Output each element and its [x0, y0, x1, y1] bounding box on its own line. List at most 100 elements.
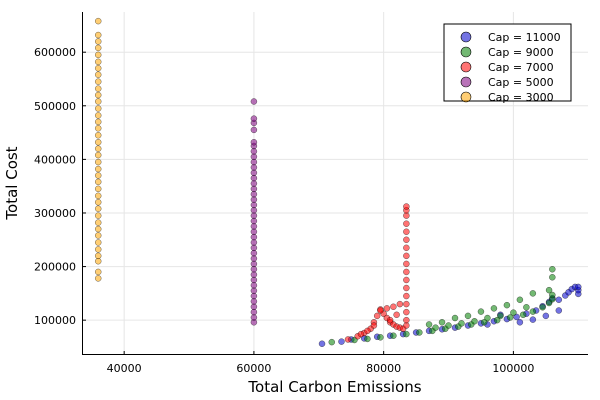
y-tick-label: 600000	[34, 46, 76, 59]
series-4	[250, 98, 258, 326]
scatter-point	[403, 322, 410, 329]
scatter-point	[432, 324, 439, 331]
scatter-point	[94, 219, 102, 226]
scatter-point	[386, 316, 394, 324]
scatter-point	[94, 172, 102, 179]
scatter-point	[403, 284, 410, 292]
scatter-point	[94, 51, 102, 59]
scatter-point	[344, 336, 352, 343]
scatter-point	[513, 313, 520, 321]
scatter-point	[549, 291, 556, 299]
scatter-point	[250, 239, 258, 246]
scatter-point	[403, 212, 410, 219]
scatter-point	[94, 199, 102, 206]
legend-label: Cap = 3000	[488, 91, 554, 104]
scatter-point	[94, 185, 102, 193]
scatter-point	[94, 246, 102, 253]
legend-marker	[460, 31, 472, 43]
scatter-point	[250, 292, 258, 300]
scatter-point	[250, 276, 258, 284]
scatter-point	[94, 58, 102, 66]
scatter-point	[250, 298, 258, 305]
scatter-point	[357, 330, 365, 338]
scatter-point	[364, 335, 371, 343]
scatter-point	[506, 314, 514, 321]
scatter-point	[94, 17, 102, 25]
legend-label: Cap = 9000	[488, 46, 554, 59]
scatter-point	[250, 212, 258, 219]
scatter-point	[403, 228, 410, 235]
scatter-point	[510, 309, 517, 316]
legend: Cap = 11000 Cap = 9000 Cap = 7000 Cap = 500…	[443, 23, 572, 104]
scatter-point	[403, 330, 410, 338]
legend-label: Cap = 7000	[488, 61, 554, 74]
scatter-point	[94, 78, 102, 85]
scatter-point	[390, 332, 397, 339]
scatter-point	[250, 303, 258, 311]
scatter-point	[497, 312, 504, 320]
scatter-point	[393, 311, 400, 319]
scatter-point	[94, 31, 102, 39]
scatter-point	[250, 249, 258, 257]
scatter-point	[94, 44, 102, 52]
scatter-point	[94, 85, 102, 92]
legend-marker	[460, 46, 472, 58]
scatter-point	[250, 217, 258, 225]
legend-marker	[460, 76, 472, 88]
scatter-point	[549, 266, 556, 273]
scatter-point	[94, 112, 102, 119]
scatter-point	[555, 307, 563, 314]
scatter-point	[523, 304, 530, 311]
axes	[82, 12, 588, 355]
scatter-point	[484, 314, 491, 322]
scatter-point	[250, 115, 258, 122]
scatter-point	[250, 158, 258, 166]
scatter-point	[250, 174, 258, 182]
legend-marker	[460, 61, 472, 73]
scatter-point	[458, 320, 465, 327]
scatter-point	[519, 311, 527, 319]
scatter-point	[403, 300, 410, 308]
scatter-point	[94, 138, 102, 146]
scatter-point	[94, 132, 102, 139]
scatter-point	[370, 322, 378, 329]
scatter-point	[403, 220, 410, 227]
scatter-point	[575, 283, 582, 291]
scatter-point	[555, 296, 563, 304]
scatter-point	[250, 185, 258, 193]
y-tick-label: 100000	[34, 314, 76, 327]
scatter-point	[403, 252, 410, 260]
scatter-point	[416, 329, 423, 336]
scatter-point	[539, 304, 546, 311]
scatter-point	[529, 316, 537, 323]
scatter-point	[250, 233, 258, 241]
scatter-point	[464, 312, 472, 320]
scatter-point	[94, 212, 102, 219]
scatter-point	[94, 232, 102, 239]
scatter-point	[529, 290, 537, 297]
scatter-point	[250, 287, 258, 294]
x-tick-label: 60000	[236, 362, 271, 375]
scatter-point	[396, 300, 404, 308]
scatter-point	[403, 260, 410, 268]
legend-marker	[460, 91, 472, 103]
scatter-point	[425, 321, 433, 328]
scatter-point	[403, 292, 410, 300]
legend-label: Cap = 5000	[488, 76, 554, 89]
scatter-point	[477, 308, 485, 315]
scatter-point	[471, 317, 478, 325]
scatter-point	[94, 65, 102, 72]
scatter-point	[493, 316, 501, 324]
scatter-point	[403, 203, 410, 210]
scatter-point	[438, 319, 446, 326]
scatter-point	[250, 271, 258, 278]
scatter-point	[94, 145, 102, 152]
scatter-point	[250, 260, 258, 268]
scatter-point	[338, 338, 345, 345]
scatter-point	[94, 239, 102, 246]
y-tick-labels: 100000 200000 300000 400000 500000 600000	[34, 46, 86, 327]
scatter-point	[94, 165, 102, 173]
scatter-point	[516, 296, 524, 304]
scatter-point	[250, 148, 258, 155]
